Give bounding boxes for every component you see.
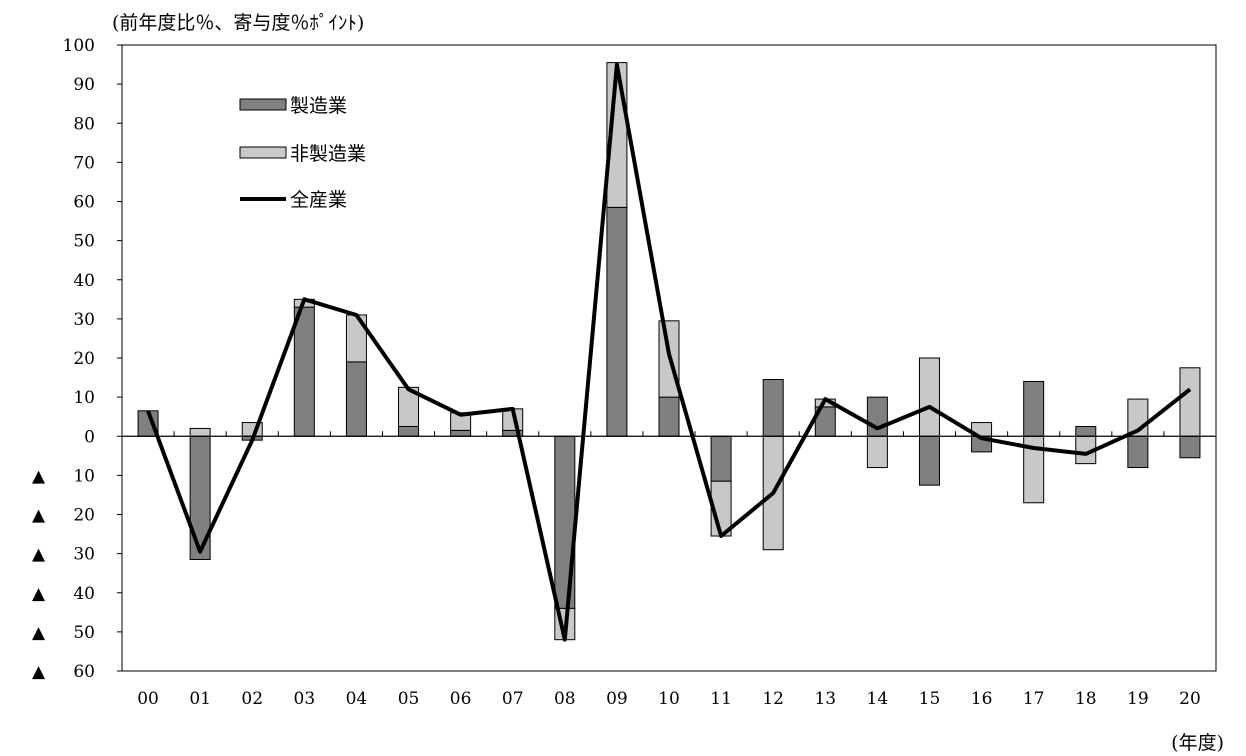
bar-manufacturing-11: [710, 435, 732, 482]
y-tick-label: 80: [73, 114, 95, 134]
y-tick-label: 90: [73, 75, 95, 95]
x-tick-label: 02: [241, 689, 263, 709]
series-line-all-industries: [146, 62, 1192, 642]
x-tick-label: 11: [710, 689, 732, 709]
y-tick-label: 70: [73, 153, 95, 173]
bar-manufacturing-18: [1075, 425, 1097, 437]
x-tick-label: 09: [606, 689, 628, 709]
y-tick-label: 0: [84, 427, 95, 447]
y-tick-label: 40: [73, 584, 95, 604]
y-tick-label-negative-marker: ▲: [32, 545, 46, 565]
x-tick-label: 05: [398, 689, 420, 709]
y-tick-label: 50: [73, 232, 95, 252]
bar-manufacturing-19: [1127, 435, 1149, 469]
bar-manufacturing-10: [658, 396, 680, 437]
y-tick-label: 20: [73, 506, 95, 526]
x-tick-label: 14: [867, 689, 889, 709]
y-tick-label: 30: [73, 545, 95, 565]
bar-manufacturing-05: [398, 425, 420, 437]
y-axis-unit-label: (前年度比％、寄与度％ﾎﾟｲﾝﾄ): [112, 12, 365, 34]
x-tick-label: 13: [814, 689, 836, 709]
bar-manufacturing-12: [762, 379, 784, 437]
x-tick-label: 20: [1179, 689, 1201, 709]
y-tick-label: 60: [73, 662, 95, 682]
x-tick-label: 01: [189, 689, 211, 709]
legend-label: 全産業: [290, 189, 347, 211]
bar-manufacturing-04: [345, 361, 367, 437]
bar-non-manufacturing-01: [189, 427, 211, 437]
legend-label: 非製造業: [290, 143, 366, 165]
bar-manufacturing-17: [1023, 380, 1045, 437]
x-tick-label: 15: [919, 689, 941, 709]
line-layer: [146, 62, 1192, 642]
x-tick-label: 19: [1127, 689, 1149, 709]
y-tick-label: 20: [73, 349, 95, 369]
legend-label: 製造業: [290, 95, 347, 117]
x-tick-label: 18: [1075, 689, 1097, 709]
y-tick-label: 10: [73, 466, 95, 486]
x-tick-label: 07: [502, 689, 524, 709]
y-tick-label: 60: [73, 193, 95, 213]
legend-swatch-non-manufacturing: [239, 146, 287, 159]
bar-manufacturing-06: [450, 429, 472, 437]
legend-swatch-manufacturing: [239, 98, 287, 111]
y-tick-label-negative-marker: ▲: [32, 506, 46, 526]
bar-non-manufacturing-15: [918, 357, 940, 437]
x-tick-label: 12: [762, 689, 784, 709]
y-tick-label: 50: [73, 623, 95, 643]
x-tick-label: 06: [450, 689, 472, 709]
y-tick-label-negative-marker: ▲: [32, 662, 46, 682]
y-tick-label-negative-marker: ▲: [32, 466, 46, 486]
y-tick-label: 10: [73, 388, 95, 408]
bar-non-manufacturing-20: [1179, 367, 1201, 437]
x-tick-label: 03: [294, 689, 316, 709]
x-tick-label: 08: [554, 689, 576, 709]
x-tick-label: 17: [1023, 689, 1045, 709]
x-tick-label: 00: [137, 689, 159, 709]
y-tick-label-negative-marker: ▲: [32, 623, 46, 643]
x-axis-unit-label: (年度): [1171, 732, 1224, 754]
bar-manufacturing-09: [606, 206, 628, 437]
x-tick-label: 10: [658, 689, 680, 709]
x-tick-label: 04: [346, 689, 368, 709]
x-tick-label: 16: [971, 689, 993, 709]
y-tick-label: 40: [73, 271, 95, 291]
y-tick-label: 100: [63, 36, 95, 56]
bar-non-manufacturing-14: [866, 435, 888, 469]
bar-manufacturing-15: [918, 435, 940, 486]
y-tick-label: 30: [73, 310, 95, 330]
bar-manufacturing-20: [1179, 435, 1201, 459]
bar-manufacturing-03: [293, 306, 315, 437]
y-tick-label-negative-marker: ▲: [32, 584, 46, 604]
